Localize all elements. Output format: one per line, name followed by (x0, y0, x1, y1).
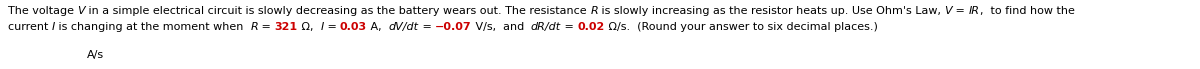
Text: I: I (320, 22, 324, 32)
Text: =: = (952, 6, 968, 16)
Text: dV/dt: dV/dt (389, 22, 419, 32)
Text: =: = (324, 22, 340, 32)
Text: The voltage: The voltage (8, 6, 78, 16)
Text: A,: A, (367, 22, 389, 32)
Text: R: R (590, 6, 598, 16)
Text: current: current (8, 22, 52, 32)
Text: A/s: A/s (88, 50, 104, 60)
Text: in a simple electrical circuit is slowly decreasing as the battery wears out. Th: in a simple electrical circuit is slowly… (85, 6, 590, 16)
Text: =: = (258, 22, 275, 32)
Text: 0.03: 0.03 (340, 22, 367, 32)
Text: I: I (52, 22, 55, 32)
Text: V: V (944, 6, 952, 16)
Text: dR/dt: dR/dt (530, 22, 562, 32)
Text: =: = (562, 22, 577, 32)
Text: R: R (251, 22, 258, 32)
Text: Ω/s.  (Round your answer to six decimal places.): Ω/s. (Round your answer to six decimal p… (605, 22, 877, 32)
Text: ,  to find how the: , to find how the (979, 6, 1074, 16)
Text: is changing at the moment when: is changing at the moment when (55, 22, 251, 32)
Text: V/s,  and: V/s, and (472, 22, 530, 32)
Text: −0.07: −0.07 (436, 22, 472, 32)
Text: 321: 321 (275, 22, 298, 32)
Text: Ω,: Ω, (298, 22, 320, 32)
Text: IR: IR (968, 6, 979, 16)
Text: =: = (419, 22, 436, 32)
Text: 0.02: 0.02 (577, 22, 605, 32)
Text: V: V (78, 6, 85, 16)
Text: is slowly increasing as the resistor heats up. Use Ohm's Law,: is slowly increasing as the resistor hea… (598, 6, 944, 16)
